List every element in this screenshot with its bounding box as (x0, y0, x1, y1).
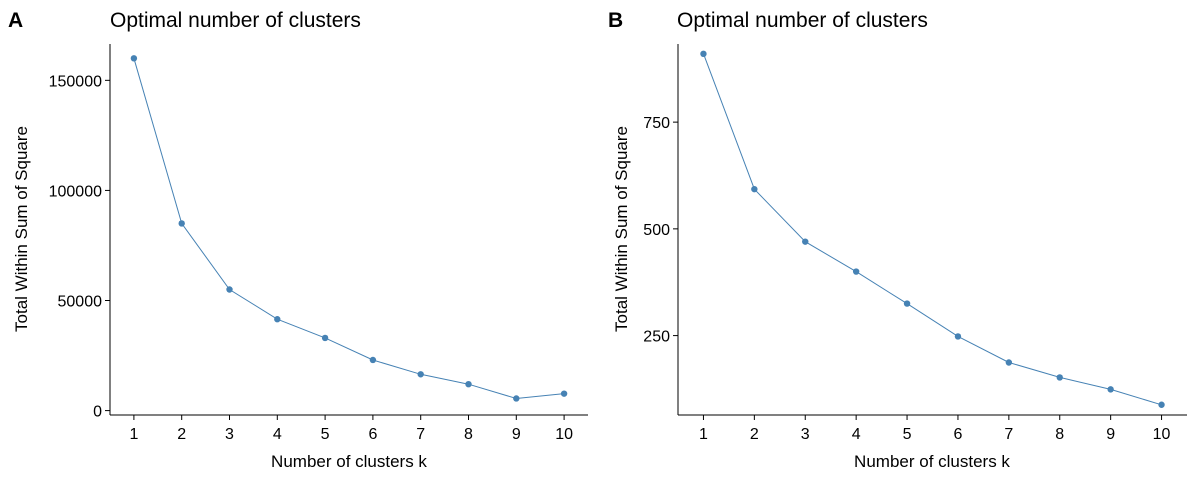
x-tick-label: 3 (801, 426, 810, 443)
x-tick-label: 9 (512, 426, 521, 443)
y-tick-label: 500 (643, 222, 670, 239)
panel-label: B (608, 9, 623, 32)
data-point (1005, 359, 1013, 366)
data-point (903, 300, 911, 307)
x-tick-label: 8 (1055, 426, 1064, 443)
x-tick-label: 4 (273, 426, 282, 443)
x-tick-label: 4 (852, 426, 861, 443)
x-tick-label: 7 (1004, 426, 1013, 443)
data-point (274, 316, 281, 323)
x-tick-label: 8 (464, 426, 473, 443)
y-tick-label: 150000 (49, 73, 102, 90)
series-line (133, 58, 565, 400)
data-point (700, 50, 707, 58)
x-axis-title: Number of clusters k (271, 452, 427, 471)
y-tick-label: 0 (93, 404, 102, 421)
data-point (852, 268, 860, 275)
panel-b: B Optimal number of clusters Total Withi… (608, 9, 1187, 471)
panel-a: A Optimal number of clusters Total Withi… (8, 9, 588, 471)
y-axis-title: Total Within Sum of Square (12, 126, 31, 332)
x-tick-label: 5 (321, 426, 330, 443)
series-line (703, 53, 1162, 406)
x-axis-title: Number of clusters k (854, 452, 1010, 471)
y-tick-label: 100000 (49, 183, 102, 200)
y-tick-label: 50000 (58, 294, 103, 311)
x-tick-label: 2 (750, 426, 759, 443)
data-point (751, 185, 758, 193)
data-point (1158, 401, 1165, 408)
y-tick-label: 750 (643, 115, 670, 132)
data-point (802, 238, 809, 245)
data-point (513, 395, 520, 402)
x-tick-label: 2 (177, 426, 186, 443)
x-tick-label: 1 (129, 426, 138, 443)
data-point (560, 390, 568, 397)
x-tick-label: 3 (225, 426, 234, 443)
data-point (417, 371, 424, 378)
data-point (321, 334, 329, 342)
x-tick-label: 1 (699, 426, 708, 443)
x-tick-label: 5 (903, 426, 912, 443)
data-point (465, 380, 472, 388)
y-tick-label: 250 (643, 329, 670, 346)
x-tick-label: 6 (368, 426, 377, 443)
data-point (1056, 374, 1063, 381)
data-point (369, 356, 377, 364)
plot-area: 1 2 3 4 5 6 7 8 9 10 0 50000 100000 150000 (49, 44, 588, 443)
y-axis-title: Total Within Sum of Square (612, 126, 631, 332)
plot-area: 1 2 3 4 5 6 7 8 9 10 250 500 750 (643, 44, 1187, 443)
chart-title: Optimal number of clusters (110, 9, 361, 32)
data-point (1107, 386, 1114, 393)
data-point (130, 55, 138, 62)
x-tick-label: 6 (953, 426, 962, 443)
data-point (178, 220, 185, 227)
data-point (954, 333, 962, 340)
x-tick-label: 10 (555, 426, 573, 443)
chart-title: Optimal number of clusters (677, 9, 928, 32)
x-tick-label: 9 (1106, 426, 1115, 443)
x-tick-label: 10 (1153, 426, 1171, 443)
panel-label: A (8, 9, 23, 32)
x-tick-label: 7 (416, 426, 425, 443)
data-point (226, 286, 233, 293)
